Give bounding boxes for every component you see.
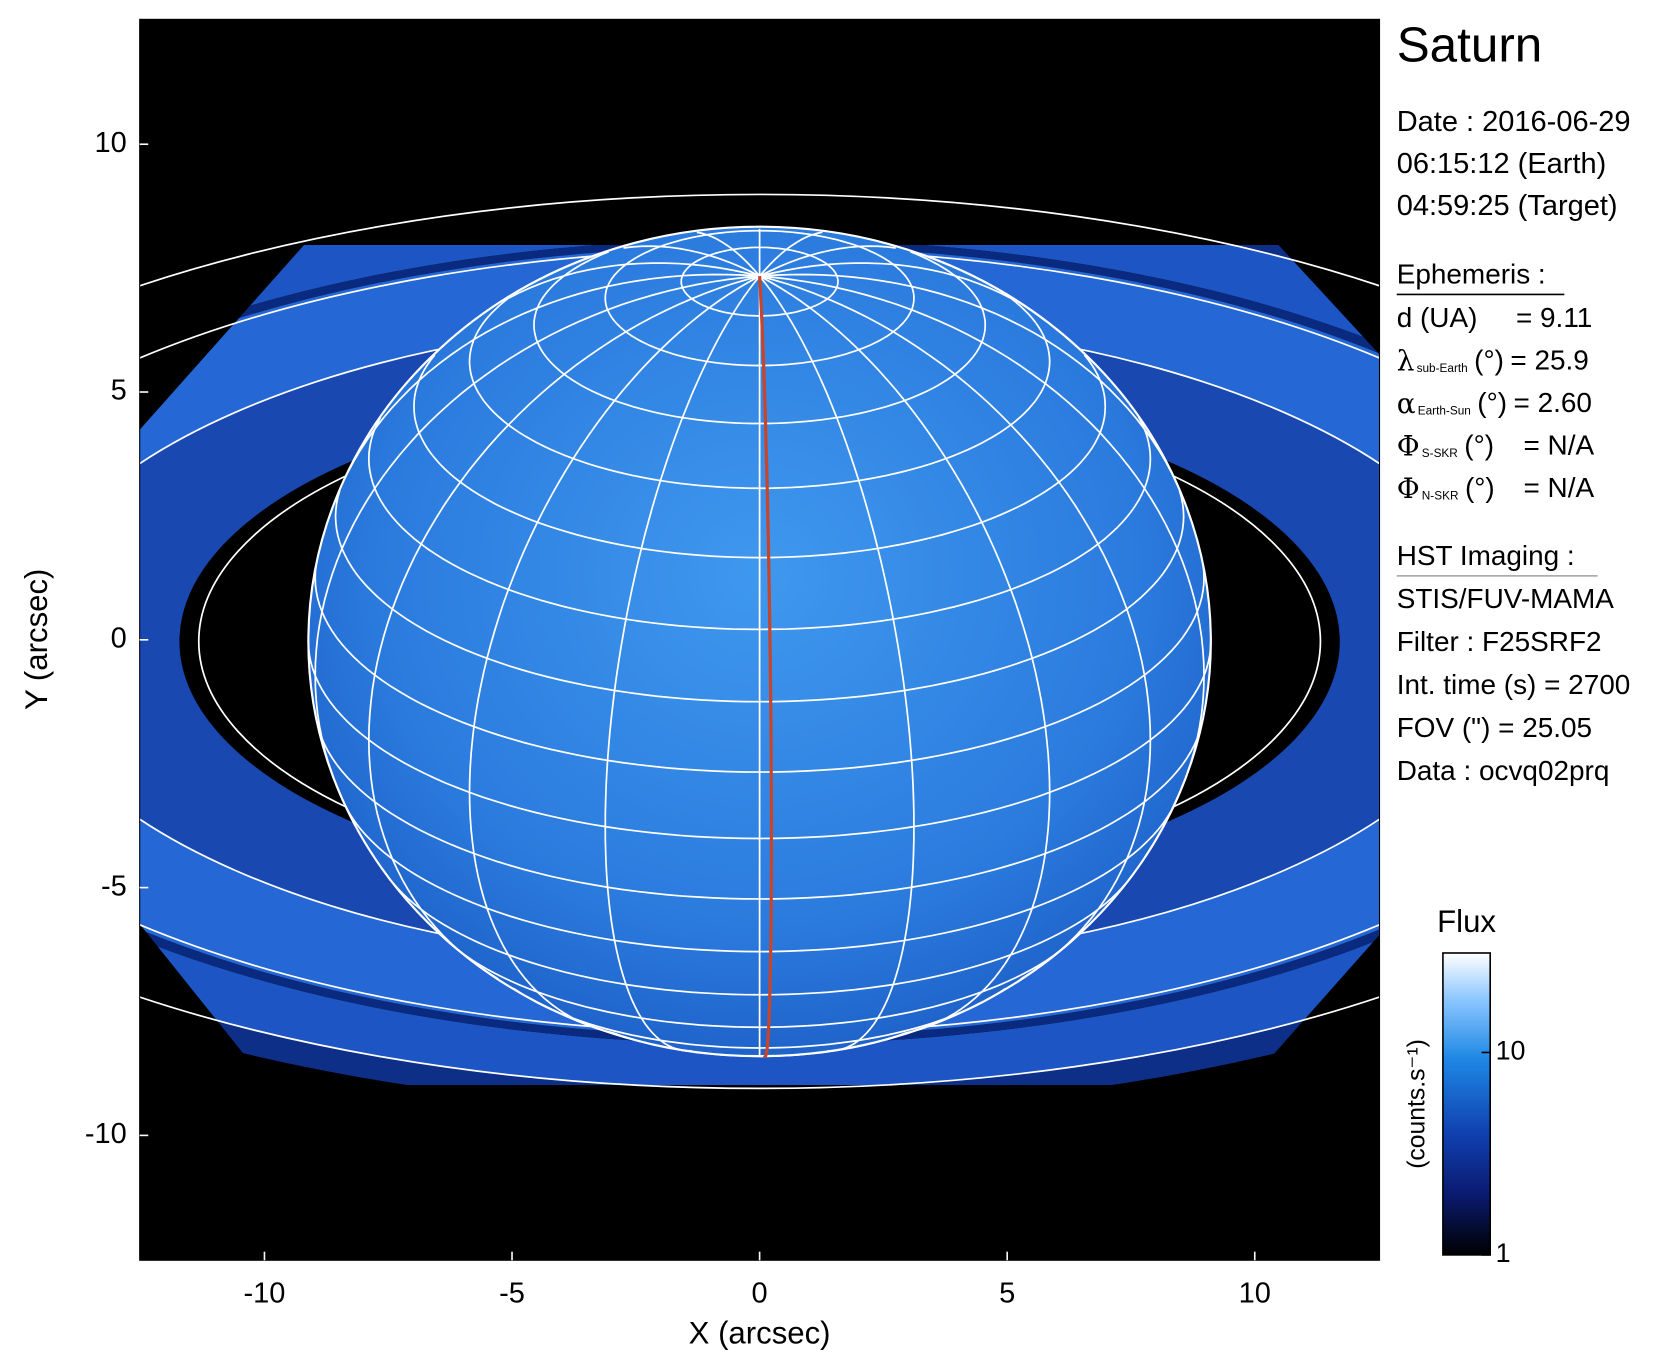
longitude-line	[508, 262, 760, 300]
row-symbol: Φ	[1397, 429, 1420, 462]
y-tick-label: 0	[111, 622, 127, 654]
ephemeris-row: Φ N-SKR (°) = N/A	[1397, 471, 1595, 504]
longitude-line	[314, 275, 760, 799]
y-tick-label: -5	[101, 870, 127, 902]
planet-grid	[307, 228, 1212, 1058]
longitude-line	[696, 231, 761, 277]
row-subscript: Earth-Sun	[1418, 404, 1471, 418]
row-subscript: sub-Earth	[1417, 361, 1468, 375]
date-line: 06:15:12 (Earth)	[1397, 148, 1607, 180]
longitude-line	[759, 262, 1012, 300]
x-tick-label: -10	[243, 1277, 285, 1309]
longitude-line	[759, 273, 1173, 474]
row-symbol: Φ	[1397, 471, 1420, 504]
longitude-line	[759, 275, 1051, 1035]
x-tick-label: 0	[752, 1277, 768, 1309]
colorbar-tick-label: 10	[1496, 1036, 1526, 1066]
row-value: = N/A	[1523, 472, 1594, 503]
section-heading: Ephemeris :	[1397, 258, 1546, 289]
row-subscript: N-SKR	[1422, 488, 1459, 502]
row-value: = 2.60	[1514, 387, 1592, 418]
figure-content: X (arcsec) Y (arcsec) Saturn -10 -5 0 5 10-1…	[19, 17, 1631, 1351]
section-heading: HST Imaging :	[1397, 540, 1575, 571]
panel-title: Saturn	[1397, 17, 1543, 72]
image	[139, 19, 1380, 1261]
row-value: = 9.11	[1516, 303, 1592, 334]
ephemeris-row: α Earth-Sun (°) = 2.60	[1397, 387, 1592, 420]
y-tick-label: 10	[95, 127, 127, 159]
colorbar	[1442, 952, 1491, 1256]
longitude-line	[623, 245, 760, 277]
longitude-line	[346, 273, 760, 474]
longitude-line	[759, 275, 1205, 799]
colorbar-title: Flux	[1437, 904, 1496, 939]
row-subscript: S-SKR	[1422, 446, 1458, 460]
date-line: Date : 2016-06-29	[1397, 106, 1631, 138]
central-meridian	[757, 276, 774, 1059]
row-unit: (°)	[1474, 345, 1504, 376]
row-value: = N/A	[1523, 430, 1594, 461]
longitude-line	[604, 275, 761, 1052]
imaging-row: Filter : F25SRF2	[1397, 626, 1602, 657]
imaging-row: FOV (") = 25.05	[1397, 712, 1592, 743]
longitude-line	[367, 275, 760, 980]
colorbar-tick-label: 1	[1496, 1238, 1511, 1268]
imaging-row: Int. time (s) = 2700	[1397, 669, 1631, 700]
x-tick-label: 5	[999, 1277, 1015, 1309]
row-symbol: α	[1397, 387, 1416, 420]
row-unit: (°)	[1465, 472, 1495, 503]
y-tick-label: -10	[85, 1118, 127, 1150]
row-symbol: λ	[1397, 344, 1415, 377]
row-unit: (°)	[1464, 430, 1494, 461]
x-tick-label: -5	[499, 1277, 525, 1309]
longitude-line	[468, 275, 761, 1035]
y-tick-label: 5	[111, 375, 127, 407]
row-unit: (°)	[1477, 387, 1507, 418]
x-tick-label: 10	[1239, 1277, 1271, 1309]
planet-limb	[307, 225, 1212, 1058]
longitude-line	[758, 275, 915, 1052]
imaging-row: STIS/FUV-MAMA	[1397, 583, 1615, 614]
ephemeris-row: Φ S-SKR (°) = N/A	[1397, 429, 1595, 462]
longitude-line	[758, 231, 823, 277]
date-line: 04:59:25 (Target)	[1397, 190, 1618, 222]
imaging-row: Data : ocvq02prq	[1397, 755, 1610, 786]
x-axis-label: X (arcsec)	[689, 1316, 831, 1351]
longitude-line	[759, 245, 896, 277]
row-value: = 25.9	[1510, 345, 1588, 376]
ring-outline	[139, 193, 1380, 1090]
row-label: d (UA)	[1397, 303, 1478, 334]
colorbar-label: (counts.s⁻¹)	[1404, 1039, 1431, 1169]
longitude-line	[759, 275, 1152, 980]
ephemeris-row: d (UA) = 9.11	[1397, 303, 1593, 334]
y-axis-label: Y (arcsec)	[19, 569, 54, 710]
ephemeris-row: λ sub-Earth (°) = 25.9	[1397, 344, 1589, 377]
